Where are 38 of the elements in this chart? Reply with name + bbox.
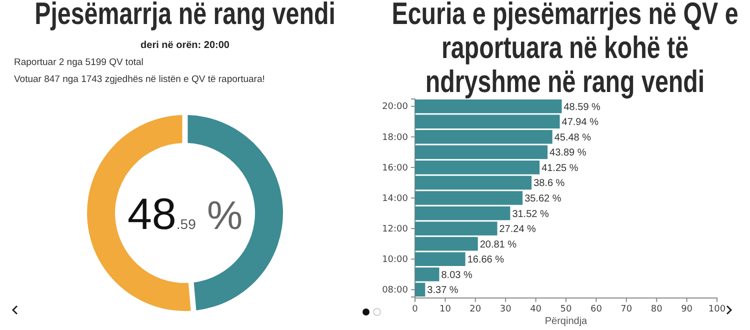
x-tick-label: 90: [681, 304, 693, 314]
y-tick-label: 16:00: [382, 163, 408, 174]
text: Raportuar 2 nga 5199 QV total: [14, 57, 144, 68]
x-tick-label: 50: [560, 304, 572, 314]
y-tick-label: 12:00: [382, 224, 408, 234]
data-label: 48.59 %: [127, 190, 243, 239]
x-tick-label: 20: [470, 304, 482, 314]
x-axis-title: Përqindja: [544, 316, 588, 327]
data-label: 20.81 %: [480, 239, 517, 250]
chart-title: Pjesëmarrja në rang vendi: [34, 0, 336, 31]
data-label: 38.6 %: [534, 178, 565, 190]
x-tick-label: 40: [530, 304, 542, 314]
y-tick-label: 20:00: [382, 102, 408, 112]
chart-subtitle: deri në orën: 20:00: [140, 40, 230, 51]
data-label: 27.24 %: [499, 224, 536, 236]
x-tick-label: 70: [620, 304, 632, 314]
y-tick-label: 10:00: [382, 254, 408, 265]
data-label: 35.62 %: [524, 194, 562, 204]
text: Votuar 847 nga 1743 zgjedhës në listën e QV të raportuara!: [14, 74, 265, 85]
x-tick-label: 10: [439, 304, 452, 314]
data-label: 8.03 %: [441, 270, 472, 281]
data-label: 43.89 %: [550, 148, 586, 159]
x-tick-label: 60: [590, 304, 602, 314]
x-tick-label: 0: [412, 304, 418, 314]
x-tick-label: 100: [708, 304, 726, 314]
y-tick-label: 18:00: [382, 132, 408, 143]
y-tick-label: 08:00: [382, 286, 408, 296]
data-label: 48.59 %: [564, 102, 601, 113]
data-label: 47.94 %: [562, 117, 599, 128]
x-tick-label: 80: [650, 304, 663, 314]
data-label: 45.48 %: [554, 132, 592, 144]
data-label: 3.37 %: [427, 285, 458, 296]
data-label: 41.25 %: [542, 162, 578, 174]
x-tick-label: 30: [500, 304, 512, 314]
data-label: 16.66 %: [467, 254, 504, 266]
data-label: 31.52 %: [512, 208, 549, 220]
y-tick-label: 14:00: [382, 194, 408, 204]
chart-title: Ecuria e pjesëmarrjes në QV e raportuara në kohë të ndryshme në rang vendi: [392, 0, 738, 99]
